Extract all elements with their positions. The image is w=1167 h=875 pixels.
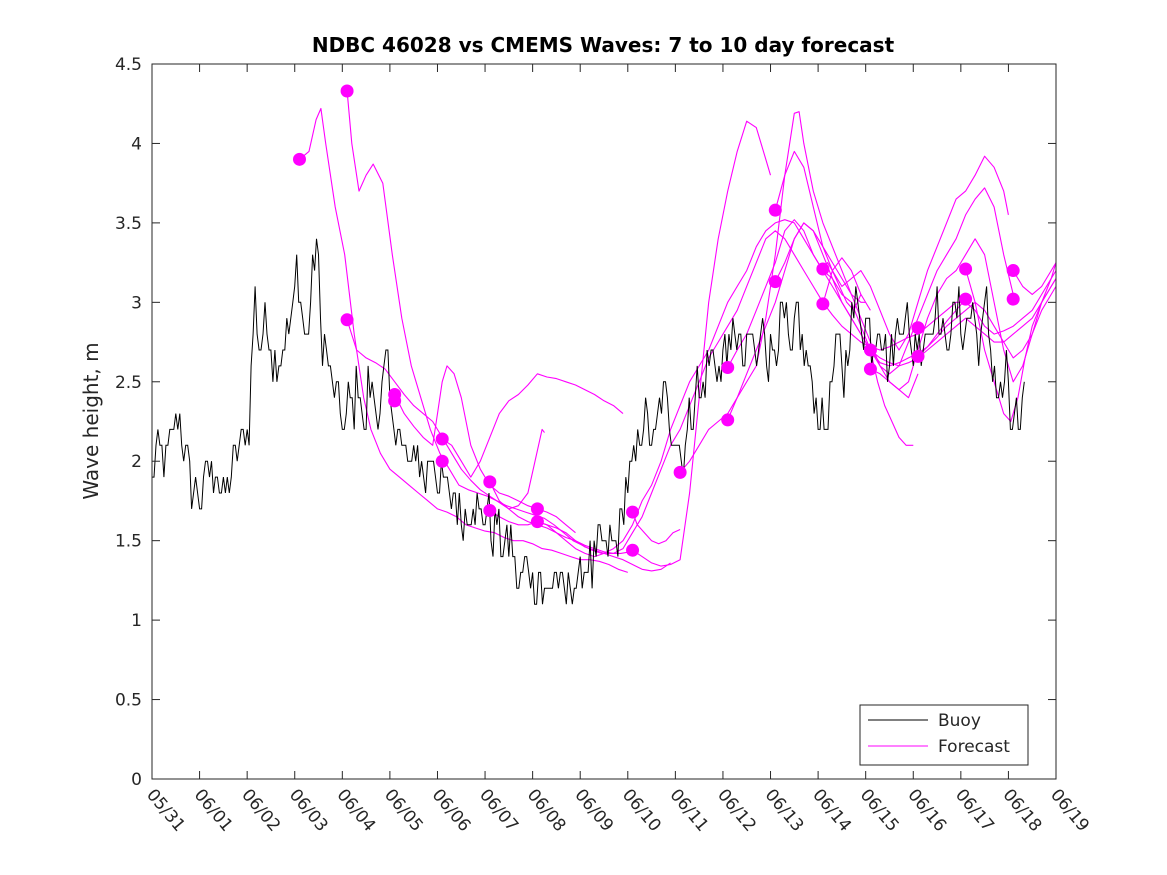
- buoy-line: [152, 238, 1025, 605]
- forecast-marker: [816, 262, 830, 276]
- forecast-line: [774, 222, 866, 303]
- forecast-marker: [435, 432, 449, 446]
- buoy-series: [152, 238, 1025, 605]
- forecast-line: [632, 120, 772, 567]
- forecast-marker: [1006, 292, 1020, 306]
- forecast-marker: [911, 349, 925, 363]
- y-tick-label: 4: [131, 134, 142, 154]
- forecast-markers: [292, 84, 1020, 557]
- forecast-line: [869, 349, 914, 446]
- y-tick-label: 4.5: [115, 55, 142, 75]
- forecast-marker: [673, 465, 687, 479]
- forecast-marker: [483, 503, 497, 517]
- plot-background: [152, 64, 1056, 779]
- forecast-marker: [959, 262, 973, 276]
- forecast-marker: [483, 475, 497, 489]
- forecast-marker: [863, 362, 877, 376]
- y-tick-label: 3: [131, 293, 142, 313]
- forecast-marker: [388, 394, 402, 408]
- forecast-line: [965, 268, 1057, 423]
- y-tick-label: 2: [131, 452, 142, 472]
- forecast-marker: [626, 543, 640, 557]
- forecast-marker: [721, 413, 735, 427]
- forecast-line: [679, 111, 1057, 473]
- plot-frame: [151, 63, 1057, 780]
- y-tick-label: 2.5: [115, 373, 142, 393]
- forecast-marker: [340, 84, 354, 98]
- y-tick-label: 1: [131, 611, 142, 631]
- forecast-line: [822, 257, 871, 311]
- chart-title: NDBC 46028 vs CMEMS Waves: 7 to 10 day f…: [312, 33, 895, 57]
- forecast-marker: [340, 313, 354, 327]
- y-tick-label: 0: [131, 770, 142, 790]
- forecast-line: [774, 150, 1009, 351]
- forecast-marker: [721, 360, 735, 374]
- forecast-marker: [1006, 264, 1020, 278]
- forecast-line: [489, 219, 1057, 558]
- forecast-marker: [530, 502, 544, 516]
- legend-buoy-label: Buoy: [938, 711, 981, 731]
- forecast-marker: [435, 454, 449, 468]
- y-tick-label: 0.5: [115, 691, 142, 711]
- plot-area: [151, 63, 1057, 780]
- y-tick-label: 1.5: [115, 532, 142, 552]
- forecast-marker: [530, 515, 544, 529]
- forecast-marker: [863, 343, 877, 357]
- legend-box: [859, 704, 1029, 766]
- forecast-marker: [768, 203, 782, 217]
- forecast-line: [727, 222, 1057, 421]
- forecast-line: [870, 368, 919, 399]
- y-axis: 0 0.5 1 1.5 2 2.5 3 3.5 4 4.5: [115, 55, 1056, 790]
- forecast-line: [1012, 262, 1057, 295]
- forecast-marker: [626, 505, 640, 519]
- legend: Buoy Forecast: [859, 704, 1029, 766]
- forecast-line: [631, 511, 681, 545]
- forecast-marker: [911, 321, 925, 335]
- forecast-marker: [292, 152, 306, 166]
- forecast-marker: [768, 275, 782, 289]
- y-tick-label: 3.5: [115, 214, 142, 234]
- forecast-marker: [959, 292, 973, 306]
- y-axis-title: Wave height, m: [79, 342, 103, 499]
- legend-forecast-label: Forecast: [938, 737, 1010, 757]
- forecast-line: [489, 428, 545, 510]
- forecast-line: [441, 373, 624, 478]
- forecast-marker: [816, 297, 830, 311]
